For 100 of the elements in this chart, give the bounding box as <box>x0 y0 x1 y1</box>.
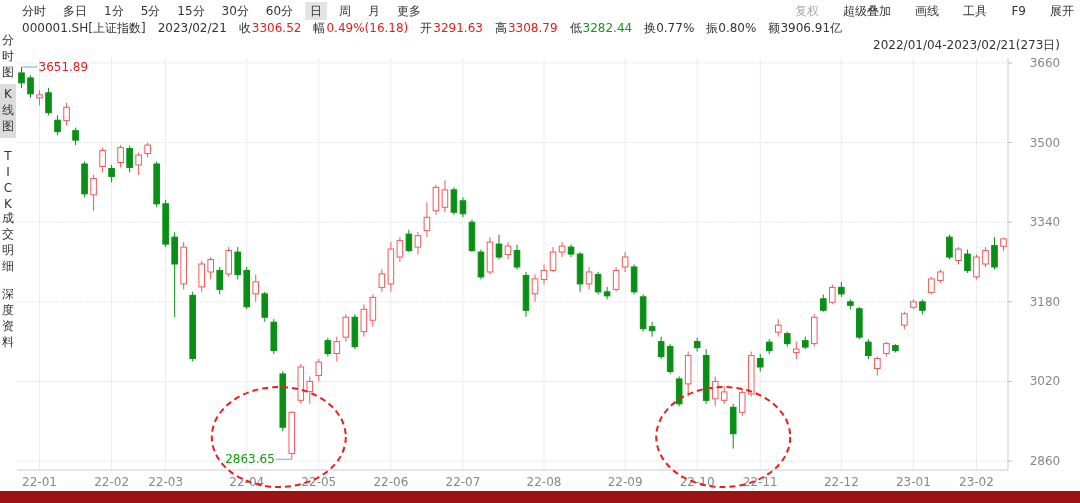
candlestick <box>405 229 413 253</box>
candlestick <box>99 147 106 173</box>
y-tick-label: 3340 <box>1029 215 1061 230</box>
candlestick <box>973 254 980 280</box>
candlestick <box>513 244 521 270</box>
candlestick <box>306 375 314 405</box>
text: 额3906.91亿 <box>768 21 843 35</box>
text: 分时 <box>22 4 46 18</box>
x-tick-label: 22-06 <box>373 475 409 489</box>
candlestick <box>414 231 422 256</box>
text: 2022/01/04-2023/02/21(273日) <box>873 38 1060 52</box>
text: 高 <box>494 21 507 35</box>
candlestick <box>45 87 52 116</box>
text: 月 <box>368 4 381 18</box>
candlestick <box>117 144 124 168</box>
text: 000001.SH[上证指数] <box>22 21 146 35</box>
text: 深度资料 <box>2 287 14 349</box>
candlestick <box>333 336 341 363</box>
text: 0.49%(16.18) <box>326 21 409 35</box>
candlestick <box>360 303 368 338</box>
candlestick <box>964 249 971 274</box>
text: 60分 <box>265 4 294 18</box>
text: 开 <box>420 21 433 35</box>
candlestick <box>982 246 989 268</box>
candlestick <box>54 114 61 136</box>
text: 振0.80% <box>706 21 757 35</box>
text: 分时图 <box>2 33 14 79</box>
candlestick <box>531 273 539 303</box>
candlestick <box>711 375 719 407</box>
text: 1分 <box>104 4 124 18</box>
text: 展开 <box>1050 4 1074 18</box>
x-tick-label: 22-01 <box>22 475 57 489</box>
candlestick <box>126 145 133 173</box>
candlestick <box>657 336 665 360</box>
candlestick <box>991 236 998 270</box>
text: K线图 <box>2 87 14 133</box>
text: 成交明细 <box>2 211 14 273</box>
candlestick <box>423 201 431 238</box>
candlestick <box>450 186 458 216</box>
text: 日 <box>310 4 323 18</box>
candlestick <box>585 266 593 290</box>
text: 换0.77% <box>644 21 695 35</box>
candlestick <box>135 152 142 176</box>
candlestick <box>378 268 386 293</box>
x-tick-label: 22-12 <box>823 475 859 489</box>
x-tick-label: 22-08 <box>526 475 562 489</box>
text: 3282.44 <box>582 21 633 35</box>
candlestick <box>829 283 836 305</box>
text: TICK <box>3 149 14 211</box>
text: 低 <box>569 21 582 35</box>
y-tick-label: 3180 <box>1029 294 1061 309</box>
y-tick-label: 2860 <box>1029 454 1061 469</box>
candlestick <box>90 174 97 212</box>
candlestick <box>234 246 242 280</box>
y-tick-label: 3020 <box>1029 374 1061 389</box>
candlestick <box>252 273 260 303</box>
candlestick <box>603 286 611 300</box>
candlestick <box>612 266 620 293</box>
candlestick <box>198 260 205 293</box>
text: 15分 <box>177 4 205 18</box>
candlestick <box>865 338 872 360</box>
candlestick <box>621 251 629 273</box>
candlestick <box>946 234 953 261</box>
text: 更多 <box>397 4 422 18</box>
candlestick <box>216 266 223 295</box>
candlestick <box>594 271 602 295</box>
y-tick-label: 3500 <box>1029 135 1061 150</box>
candlestick <box>540 264 548 285</box>
text: 幅 <box>313 21 326 35</box>
candlestick <box>504 241 512 261</box>
text: 3308.79 <box>507 21 558 35</box>
candlestick <box>342 313 350 343</box>
candlestick <box>495 234 503 261</box>
text: 超级叠加 <box>843 4 892 18</box>
text: 画线 <box>915 4 940 18</box>
candlestick <box>432 184 440 216</box>
annotation: 3651.89 <box>38 60 89 75</box>
x-tick-label: 22-02 <box>94 475 130 489</box>
candlestick <box>315 358 323 382</box>
text: 5分 <box>140 4 161 18</box>
candlestick <box>648 321 656 338</box>
text: 3291.63 <box>433 21 483 35</box>
text: 3306.52 <box>251 21 302 35</box>
candlestick <box>441 179 449 213</box>
text: 复权 <box>795 4 820 18</box>
text: 工具 <box>963 4 988 18</box>
candlestick <box>225 246 233 278</box>
candlestick <box>27 74 34 99</box>
x-tick-label: 22-07 <box>445 475 481 489</box>
x-tick-label: 23-01 <box>895 475 931 489</box>
x-tick-label: 23-02 <box>959 475 994 489</box>
text: 多日 <box>63 4 87 18</box>
candlestick <box>18 66 25 89</box>
candlestick <box>396 236 404 263</box>
candlestick <box>63 102 70 126</box>
candlestick <box>261 291 269 323</box>
text: 周 <box>339 4 352 18</box>
candlestick <box>549 246 557 273</box>
candlestick <box>369 293 377 328</box>
candlestick <box>738 388 746 417</box>
